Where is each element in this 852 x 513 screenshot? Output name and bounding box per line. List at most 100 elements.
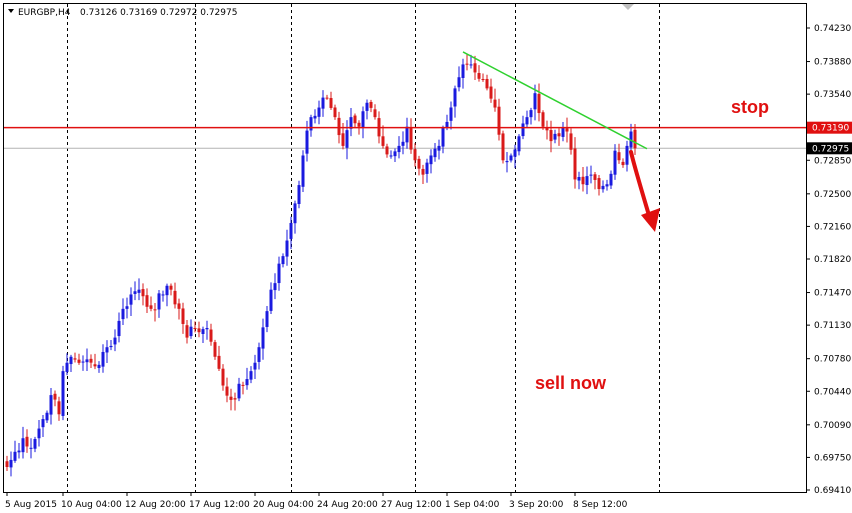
candle-body — [185, 325, 189, 338]
candle — [425, 158, 429, 183]
candle — [73, 352, 77, 363]
candle-body — [473, 63, 477, 73]
candle — [397, 136, 401, 159]
candle — [17, 443, 21, 459]
candle-body — [317, 107, 321, 117]
candle-body — [237, 383, 241, 399]
candle-body — [497, 106, 501, 135]
candle-body — [197, 328, 201, 333]
candle — [253, 354, 257, 380]
chart-shift-marker-icon[interactable] — [622, 4, 634, 10]
candle-body — [121, 308, 125, 320]
x-tick-label: 5 Aug 2015 — [5, 500, 57, 510]
candle — [465, 53, 469, 71]
candle — [557, 128, 561, 146]
candle-body — [233, 398, 237, 400]
candle — [537, 83, 541, 122]
candle-body — [601, 185, 605, 190]
candle — [601, 180, 605, 193]
candle — [285, 229, 289, 266]
candle-body — [69, 356, 73, 365]
candle — [161, 290, 165, 302]
candle — [505, 151, 509, 173]
candle-body — [457, 77, 461, 88]
x-tick-label: 24 Aug 20:00 — [317, 500, 378, 510]
candle — [13, 440, 17, 463]
candle — [461, 58, 465, 89]
candle — [453, 85, 457, 118]
candle-body — [213, 342, 217, 357]
candle — [545, 120, 549, 140]
candle — [41, 414, 45, 438]
candle-body — [585, 176, 589, 186]
candle — [509, 153, 513, 163]
candle-body — [517, 136, 521, 152]
candle — [449, 101, 453, 130]
y-tick-label: 0.72160 — [814, 222, 851, 232]
candle-body — [5, 461, 9, 467]
candle — [389, 150, 393, 159]
candle — [57, 396, 61, 421]
candle — [113, 329, 117, 352]
candle — [621, 158, 625, 168]
candle-body — [89, 358, 93, 363]
candle-body — [461, 64, 465, 78]
candle-body — [145, 295, 149, 307]
candle — [301, 150, 305, 193]
candle-body — [381, 136, 385, 146]
candle — [85, 348, 89, 371]
candle — [385, 143, 389, 158]
candle — [349, 108, 353, 137]
candle-body — [305, 130, 309, 154]
candle-body — [341, 133, 345, 146]
candle-body — [557, 133, 561, 137]
candle — [153, 302, 157, 322]
collapse-triangle-icon[interactable] — [8, 9, 14, 13]
descending-trendline — [462, 51, 648, 150]
candle-body — [373, 109, 377, 118]
candle — [9, 451, 13, 477]
candle — [225, 377, 229, 403]
candle — [589, 165, 593, 184]
candle — [369, 99, 373, 113]
candle — [329, 91, 333, 110]
candle-body — [349, 117, 353, 129]
candle-body — [93, 364, 97, 367]
y-tick-label: 0.69750 — [814, 453, 851, 463]
candle — [49, 388, 53, 425]
candle-body — [57, 401, 61, 415]
candle-body — [365, 102, 369, 111]
candle — [569, 128, 573, 155]
candle-body — [389, 155, 393, 157]
candle-body — [193, 327, 197, 329]
candle-body — [45, 412, 49, 421]
sell-now-annotation: sell now — [535, 373, 607, 393]
candle-body — [353, 115, 357, 124]
candle-body — [321, 97, 325, 109]
candle-body — [445, 121, 449, 129]
candle — [317, 100, 321, 125]
candle-body — [261, 327, 265, 349]
candle — [169, 283, 173, 296]
candle-body — [433, 148, 437, 158]
y-tick-label: 0.73540 — [814, 90, 851, 100]
candle — [125, 297, 129, 319]
candle-body — [173, 290, 177, 305]
candle — [345, 120, 349, 160]
candle-body — [553, 133, 557, 140]
candle-body — [169, 285, 173, 290]
candle — [373, 104, 377, 120]
candle-body — [149, 305, 153, 309]
candle — [241, 381, 245, 395]
candle — [361, 106, 365, 139]
candle-body — [313, 115, 317, 119]
candle — [133, 281, 137, 301]
candle-body — [161, 294, 165, 296]
candle — [405, 117, 409, 149]
candle-body — [49, 395, 53, 415]
candle-body — [397, 145, 401, 153]
candle — [313, 109, 317, 124]
candle-body — [217, 355, 221, 369]
candle — [197, 321, 201, 338]
